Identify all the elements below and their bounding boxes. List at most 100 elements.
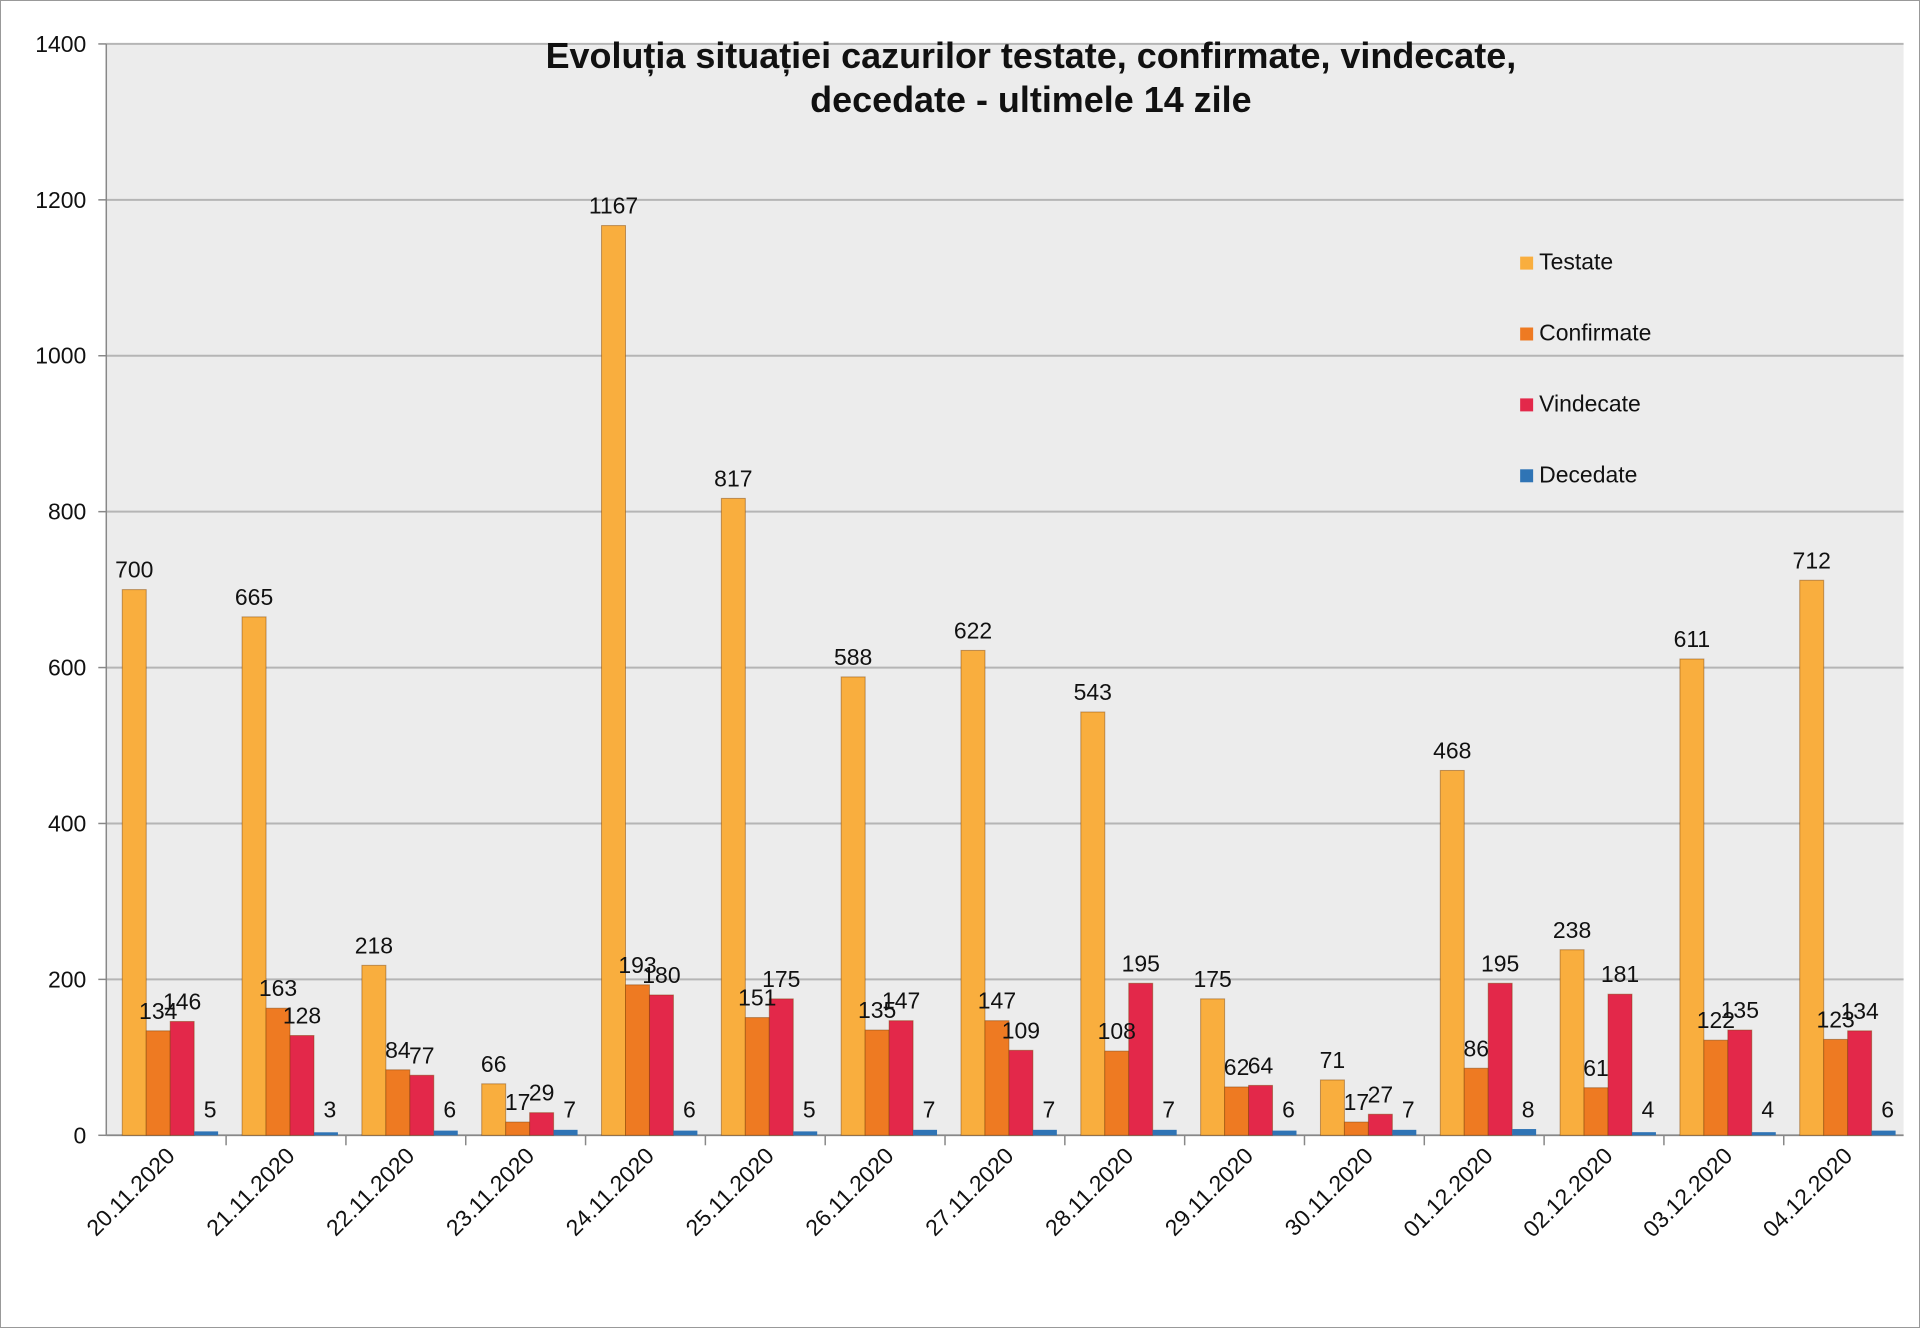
y-tick-label: 200 — [48, 966, 86, 992]
data-label-testate: 622 — [954, 617, 992, 643]
y-tick-label: 800 — [48, 499, 86, 525]
bar-vindecate — [1607, 993, 1633, 1136]
bar-vindecate — [768, 998, 794, 1136]
bar-confirmate — [145, 1030, 171, 1136]
data-label-confirmate: 17 — [1344, 1089, 1370, 1115]
y-tick-label: 1400 — [35, 31, 86, 57]
data-label-confirmate: 135 — [858, 997, 896, 1023]
bar-vindecate — [1487, 982, 1513, 1136]
x-tick-label: 20.11.2020 — [81, 1142, 179, 1240]
bar-testate — [720, 497, 746, 1136]
data-label-decedate: 8 — [1522, 1096, 1535, 1122]
legend-swatch-decedate — [1520, 469, 1534, 483]
bar-vindecate — [409, 1074, 435, 1136]
data-label-testate: 468 — [1433, 737, 1471, 763]
data-label-vindecate: 135 — [1721, 997, 1759, 1023]
data-label-vindecate: 64 — [1248, 1052, 1274, 1078]
data-label-testate: 700 — [115, 557, 153, 583]
bar-testate — [361, 964, 387, 1136]
bar-vindecate — [1367, 1113, 1393, 1136]
x-tick-label: 28.11.2020 — [1040, 1142, 1138, 1240]
bar-confirmate — [625, 984, 650, 1136]
data-label-vindecate: 29 — [529, 1080, 555, 1106]
data-label-decedate: 5 — [204, 1096, 217, 1122]
bar-vindecate — [1008, 1049, 1034, 1136]
data-label-testate: 665 — [235, 584, 273, 610]
bar-testate — [840, 676, 866, 1136]
plot-area — [106, 43, 1904, 1136]
bar-vindecate — [169, 1020, 195, 1136]
bar-testate — [121, 589, 147, 1136]
bar-decedate — [313, 1132, 338, 1136]
bar-decedate — [1272, 1130, 1297, 1136]
bar-decedate — [1392, 1129, 1417, 1136]
bar-vindecate — [1248, 1084, 1274, 1136]
data-label-vindecate: 181 — [1601, 961, 1639, 987]
data-label-decedate: 6 — [443, 1096, 456, 1122]
bar-vindecate — [888, 1020, 914, 1136]
legend-swatch-vindecate — [1520, 398, 1534, 412]
data-label-vindecate: 146 — [163, 988, 201, 1014]
data-label-decedate: 7 — [1162, 1096, 1175, 1122]
data-label-decedate: 7 — [563, 1096, 576, 1122]
bar-confirmate — [505, 1121, 531, 1136]
data-label-confirmate: 86 — [1463, 1035, 1489, 1061]
data-label-testate: 66 — [481, 1051, 507, 1077]
bar-decedate — [1631, 1132, 1656, 1136]
bar-confirmate — [1583, 1087, 1609, 1136]
data-label-decedate: 7 — [1042, 1096, 1055, 1122]
data-label-confirmate: 17 — [505, 1089, 531, 1115]
legend-swatch-testate — [1520, 256, 1534, 270]
data-label-testate: 817 — [714, 465, 752, 491]
bar-decedate — [1871, 1130, 1896, 1136]
bar-testate — [1679, 658, 1705, 1136]
bar-confirmate — [1703, 1039, 1729, 1136]
data-label-decedate: 3 — [324, 1096, 337, 1122]
bar-confirmate — [1823, 1038, 1849, 1136]
legend-label-testate: Testate — [1539, 249, 1613, 275]
bar-confirmate — [1343, 1121, 1369, 1136]
bar-testate — [481, 1083, 507, 1136]
bar-decedate — [1512, 1129, 1537, 1136]
y-tick-label: 1200 — [35, 187, 86, 213]
x-tick-label: 24.11.2020 — [561, 1142, 659, 1240]
bar-confirmate — [744, 1017, 770, 1136]
legend: Testate Confirmate Vindecate Decedate — [1520, 249, 1651, 487]
data-label-testate: 71 — [1320, 1047, 1346, 1073]
bar-confirmate — [385, 1069, 411, 1136]
data-label-vindecate: 134 — [1840, 998, 1879, 1024]
bar-vindecate — [529, 1112, 555, 1136]
data-label-confirmate: 147 — [978, 988, 1016, 1014]
bar-decedate — [553, 1129, 578, 1136]
x-tick-label: 30.11.2020 — [1279, 1142, 1377, 1240]
bar-vindecate — [1847, 1030, 1873, 1136]
data-label-confirmate: 62 — [1224, 1054, 1250, 1080]
bar-testate — [1200, 998, 1226, 1136]
data-label-vindecate: 195 — [1481, 950, 1519, 976]
data-label-testate: 1167 — [589, 193, 638, 219]
legend-label-decedate: Decedate — [1539, 461, 1637, 487]
bar-decedate — [913, 1129, 938, 1136]
chart-title-line-1: Evoluția situației cazurilor testate, co… — [546, 35, 1517, 76]
bar-testate — [601, 225, 627, 1136]
data-label-confirmate: 134 — [139, 998, 178, 1024]
x-tick-label: 21.11.2020 — [201, 1142, 299, 1240]
data-label-vindecate: 77 — [409, 1042, 435, 1068]
data-label-confirmate: 122 — [1697, 1007, 1735, 1033]
legend-label-confirmate: Confirmate — [1539, 319, 1651, 345]
data-label-testate: 588 — [834, 644, 872, 670]
data-label-confirmate: 123 — [1817, 1006, 1855, 1032]
legend-swatch-confirmate — [1520, 327, 1534, 341]
bar-testate — [1439, 769, 1465, 1136]
data-label-vindecate: 147 — [882, 988, 920, 1014]
data-label-vindecate: 109 — [1002, 1017, 1040, 1043]
data-label-vindecate: 128 — [283, 1003, 321, 1029]
bar-testate — [960, 649, 986, 1136]
data-label-decedate: 5 — [803, 1096, 816, 1122]
data-label-vindecate: 175 — [762, 966, 800, 992]
x-tick-label: 23.11.2020 — [441, 1142, 539, 1240]
bar-testate — [1319, 1079, 1345, 1136]
data-label-confirmate: 193 — [618, 952, 656, 978]
bar-confirmate — [1463, 1067, 1489, 1136]
bar-decedate — [1032, 1129, 1057, 1136]
